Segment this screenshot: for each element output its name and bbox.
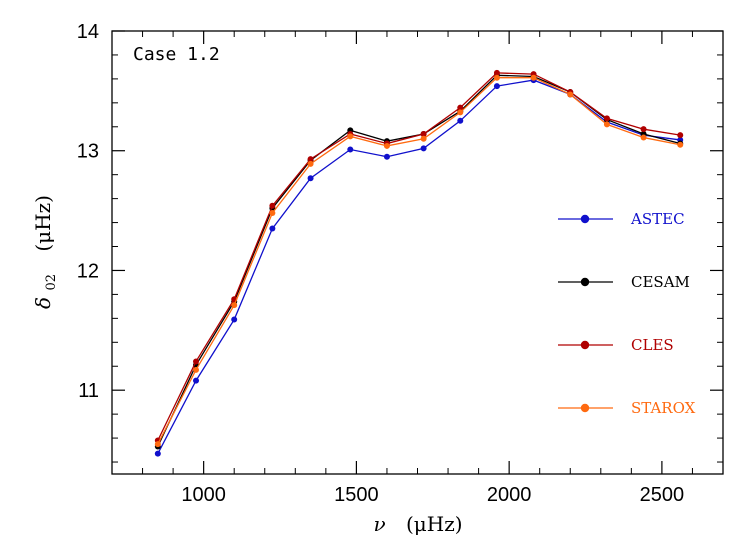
- axis-ticks: 1000 1500 2000 2500 11 12 13 14: [77, 21, 724, 506]
- data-point-starox: [493, 74, 500, 81]
- data-point-astec: [231, 316, 238, 323]
- x-tick-label: 2000: [487, 484, 532, 506]
- y-tick-label: 11: [78, 380, 99, 402]
- data-point-astec: [193, 377, 200, 384]
- data-point-cles: [457, 104, 464, 111]
- y-axis-subscript: 02: [44, 274, 59, 291]
- series-line-starox: [157, 77, 681, 445]
- data-point-starox: [640, 134, 647, 141]
- data-point-starox: [383, 142, 390, 149]
- data-point-astec: [307, 175, 314, 182]
- legend-marker-cesam: [580, 277, 590, 287]
- data-point-astec: [154, 450, 161, 457]
- data-point-cles: [420, 130, 427, 137]
- data-point-astec: [347, 146, 354, 153]
- data-point-starox: [269, 209, 276, 216]
- data-point-cles: [603, 115, 610, 122]
- legend-marker-starox: [580, 403, 590, 413]
- series-line-cles: [157, 72, 681, 441]
- data-point-starox: [530, 74, 537, 81]
- data-point-astec: [457, 117, 464, 124]
- x-axis-symbol: ν: [373, 512, 385, 536]
- data-point-cles: [269, 202, 276, 209]
- legend: ASTEC CESAM CLES STAROX: [558, 210, 696, 417]
- data-point-starox: [567, 91, 574, 98]
- y-axis-title: δ 02 (μHz): [31, 195, 60, 309]
- data-point-astec: [493, 83, 500, 90]
- legend-label-cesam: CESAM: [631, 273, 690, 291]
- y-tick-label: 12: [77, 260, 99, 282]
- data-point-cles: [493, 69, 500, 76]
- x-tick-label: 1000: [181, 484, 226, 506]
- data-point-cles: [307, 156, 314, 163]
- legend-label-cles: CLES: [631, 336, 674, 354]
- legend-marker-astec: [580, 214, 590, 224]
- series-line-astec: [157, 79, 681, 454]
- data-point-starox: [420, 135, 427, 142]
- data-point-starox: [193, 366, 200, 373]
- y-tick-label: 13: [77, 141, 99, 163]
- x-axis-unit: (μHz): [406, 512, 463, 536]
- data-point-astec: [420, 145, 427, 152]
- data-point-cles: [640, 126, 647, 133]
- series-layer: [154, 69, 684, 457]
- y-axis-unit: (μHz): [31, 195, 55, 252]
- x-tick-label: 1500: [334, 484, 379, 506]
- data-point-cles: [677, 132, 684, 139]
- data-point-starox: [347, 133, 354, 140]
- data-point-starox: [677, 141, 684, 148]
- y-axis-symbol: δ: [31, 297, 55, 309]
- data-point-starox: [154, 441, 161, 448]
- y-tick-label: 14: [77, 21, 99, 43]
- data-point-starox: [307, 160, 314, 167]
- data-point-starox: [457, 109, 464, 116]
- data-point-astec: [269, 225, 276, 232]
- data-point-starox: [231, 302, 238, 309]
- data-point-starox: [603, 121, 610, 128]
- legend-marker-cles: [580, 340, 590, 350]
- series-line-cesam: [157, 74, 681, 447]
- x-axis-title: ν (μHz): [373, 512, 462, 536]
- x-tick-label: 2500: [640, 484, 685, 506]
- legend-label-astec: ASTEC: [630, 210, 685, 228]
- legend-label-starox: STAROX: [631, 399, 696, 417]
- data-point-cles: [193, 358, 200, 365]
- case-annotation: Case 1.2: [133, 44, 220, 65]
- data-point-astec: [383, 153, 390, 160]
